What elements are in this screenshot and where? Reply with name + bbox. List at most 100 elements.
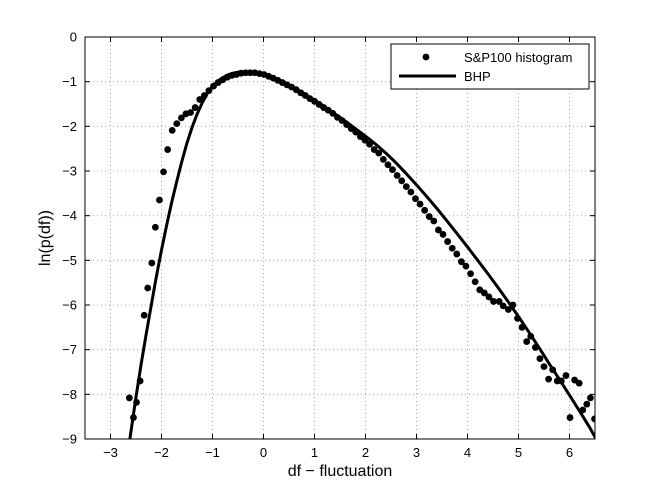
histogram-point (504, 306, 512, 313)
histogram-point (435, 226, 442, 234)
histogram-point (379, 155, 387, 163)
y-tick-label: 0 (70, 30, 77, 45)
histogram-point (329, 109, 337, 117)
ticks: −3 −2 −1 0 1 2 3 4 5 6 0 −1 −2 −3 −4 −5 −6 −7 −8 −9 (62, 30, 595, 460)
histogram-point (177, 114, 185, 122)
histogram-point (536, 355, 544, 362)
histogram-point (514, 315, 521, 322)
legend: S&P100 histogram BHP (390, 43, 590, 90)
x-tick-label: 4 (464, 445, 471, 460)
x-tick-label: 1 (311, 445, 318, 460)
histogram-point (499, 302, 507, 310)
histogram-point (393, 172, 401, 179)
y-tick-label: −3 (62, 164, 77, 179)
histogram-point (343, 121, 351, 128)
histogram-point (575, 379, 583, 387)
plot-frame (84, 36, 596, 440)
histogram-point (375, 149, 383, 157)
histogram-point (402, 183, 410, 191)
histogram-point (453, 250, 461, 258)
histogram-point (523, 338, 531, 346)
histogram-point (160, 168, 167, 176)
histogram-point (191, 104, 199, 111)
histogram-point (444, 238, 452, 245)
histogram-point (136, 377, 144, 385)
x-tick-label: 0 (260, 445, 267, 460)
histogram-point (352, 128, 360, 136)
histogram-point (144, 284, 152, 292)
histogram-point (200, 92, 208, 99)
x-tick-label: 6 (566, 445, 573, 460)
histogram-point (480, 289, 488, 297)
histogram-point (205, 87, 213, 94)
y-tick-label: −4 (62, 208, 77, 223)
histogram-point (389, 166, 396, 174)
histogram-point (471, 278, 479, 286)
histogram-point (587, 394, 594, 402)
legend-label-histogram: S&P100 histogram (464, 50, 572, 65)
histogram-point (210, 82, 217, 90)
plot-area (85, 37, 595, 439)
histogram-point (156, 196, 163, 204)
histogram-point (125, 394, 133, 402)
histogram-point (490, 298, 497, 305)
histogram-point (531, 344, 539, 351)
histogram-point (545, 375, 552, 383)
histogram-point (457, 258, 465, 266)
histogram-point (430, 217, 438, 225)
legend-marker-histogram (422, 53, 430, 61)
histogram-point (583, 400, 591, 408)
y-axis-label: ln(p(df)) (37, 210, 54, 266)
histogram-point (187, 109, 194, 116)
histogram-point (562, 372, 570, 379)
histogram-point (448, 244, 456, 252)
histogram-point (540, 363, 548, 371)
y-tick-label: −2 (62, 119, 77, 134)
x-axis-label: df − fluctuation (288, 463, 393, 480)
histogram-point (370, 146, 378, 153)
histogram-point (579, 406, 587, 414)
histogram-point (416, 200, 424, 208)
histogram-point (421, 206, 429, 214)
histogram-point (467, 270, 474, 278)
y-tick-label: −7 (62, 342, 77, 357)
y-tick-label: −6 (62, 298, 77, 313)
legend-box (390, 43, 590, 90)
histogram-point (133, 398, 140, 406)
x-tick-label: −3 (103, 445, 118, 460)
histogram-point (151, 223, 159, 231)
histogram-point (148, 259, 156, 267)
x-tick-label: 2 (362, 445, 369, 460)
histogram-point (164, 146, 172, 153)
series-layer (125, 69, 595, 439)
x-tick-label: −1 (205, 445, 220, 460)
histogram-point (347, 125, 355, 132)
histogram-point (140, 311, 148, 319)
histogram-point (509, 301, 517, 309)
histogram-point (196, 96, 204, 103)
histogram-point (407, 188, 415, 196)
histogram-point (338, 117, 346, 124)
histogram-point (485, 293, 493, 301)
histogram-point (495, 298, 503, 305)
histogram-point (557, 377, 565, 385)
x-tick-label: 5 (515, 445, 522, 460)
histogram-point (361, 136, 369, 144)
y-tick-label: −1 (62, 74, 77, 89)
histogram-point (412, 195, 419, 203)
histogram-point (130, 414, 137, 421)
legend-label-bhp: BHP (464, 69, 491, 84)
histogram-point (462, 262, 470, 270)
histogram-point (527, 332, 535, 340)
histogram-point (168, 126, 176, 134)
x-tick-label: 3 (413, 445, 420, 460)
histogram-point (425, 213, 433, 220)
y-tick-label: −9 (62, 432, 77, 447)
histogram-point (398, 177, 406, 185)
histogram-point (357, 133, 364, 141)
histogram-point (366, 140, 373, 148)
histogram-point (549, 366, 557, 374)
y-tick-label: −5 (62, 253, 77, 268)
histogram-point (518, 323, 526, 331)
